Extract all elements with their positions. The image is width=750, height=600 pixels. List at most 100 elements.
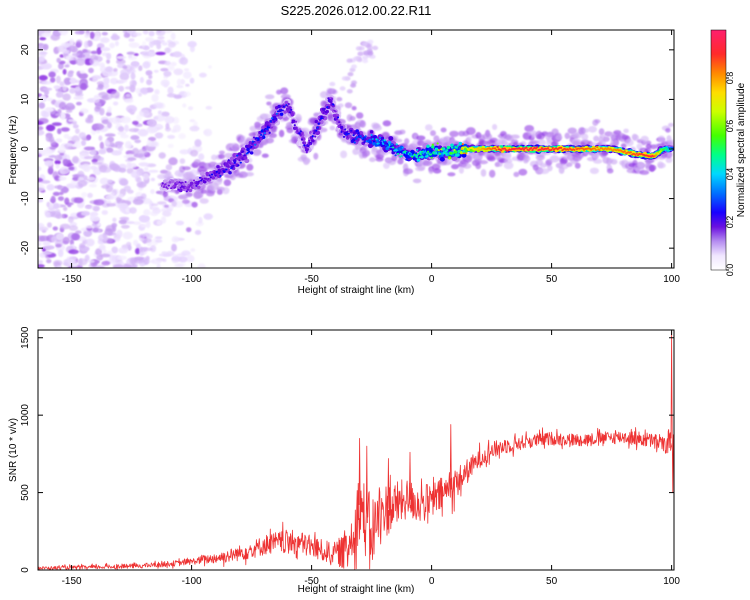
spectrogram-ridge-cell xyxy=(170,179,175,184)
spectrogram-ridge-cell xyxy=(296,129,299,132)
spectrogram-ridge-cell xyxy=(277,104,282,109)
spectrogram-noise-blob xyxy=(125,93,131,98)
spectrogram-noise-blob xyxy=(167,134,176,139)
spectrogram-ridge-cell xyxy=(195,184,198,187)
spectrogram-ridge-cell xyxy=(209,170,213,175)
spectrogram-ridge-halo xyxy=(245,172,254,177)
spectrogram-ridge-cell xyxy=(387,141,392,145)
spectrogram-ridge-cell xyxy=(437,149,440,152)
spectrogram-noise-blob xyxy=(163,30,173,34)
spectrogram-noise-blob xyxy=(176,78,182,86)
spectrogram-ridge-cell xyxy=(314,135,317,138)
spectrogram-ridge-halo xyxy=(440,127,447,133)
spectrogram-noise-blob xyxy=(111,246,119,254)
spectrogram-ridge-cell xyxy=(283,110,288,114)
spectrogram-noise-blob xyxy=(141,198,152,205)
colorbar-tick-label: 0.0 xyxy=(725,264,735,277)
spectrogram-noise-blob xyxy=(160,216,167,224)
spectrogram-ridge-cell xyxy=(244,158,250,164)
spectrogram-ridge-cell xyxy=(364,135,367,138)
spectrogram-noise-blob xyxy=(194,230,202,235)
spectrogram-noise-blob xyxy=(118,126,125,132)
spectrogram-noise-blob xyxy=(151,258,162,265)
spectrogram-noise-blob xyxy=(156,220,163,226)
spectrogram-ridge-cell xyxy=(299,130,302,133)
spectrogram-ridge-cell xyxy=(594,149,598,151)
spectrogram-noise-blob xyxy=(112,254,119,263)
spectrogram-ridge-cell xyxy=(372,140,376,143)
spectrogram-noise-blob xyxy=(43,245,55,250)
spectrogram-noise-blob xyxy=(142,173,150,181)
spectrogram-noise-blob xyxy=(367,39,374,44)
spectrogram-noise-blob xyxy=(106,52,112,60)
spectrogram-noise-blob xyxy=(84,33,91,38)
spectrogram-noise-blob xyxy=(189,125,200,132)
spectrogram-noise-blob xyxy=(38,242,42,247)
spectrogram-noise-blob xyxy=(88,67,94,74)
spectrogram-noise-blob xyxy=(38,44,43,51)
spectrogram-ridge-cell xyxy=(305,151,308,154)
spectrogram-ridge-cell xyxy=(567,148,570,151)
spectrogram-ridge-cell xyxy=(335,118,338,121)
spectrogram-noise-blob xyxy=(73,96,84,100)
spectrogram-ridge-cell xyxy=(210,173,214,176)
spectrogram-ridge-cell xyxy=(184,181,187,183)
spectrogram-ridge-halo xyxy=(594,119,601,124)
spectrogram-ridge-cell xyxy=(304,147,307,149)
spectrogram-noise-blob xyxy=(75,230,82,234)
spectrogram-noise-blob xyxy=(93,199,105,206)
spectrogram-ridge-cell xyxy=(426,144,430,148)
spectrogram-noise-blob xyxy=(166,93,177,98)
spectrogram-ridge-cell xyxy=(448,157,451,160)
spectrogram-ridge-halo xyxy=(403,168,414,175)
spectrogram-ridge-cell xyxy=(208,174,211,177)
spectrogram-ridge-cell xyxy=(439,157,445,162)
spectrogram-noise-blob xyxy=(71,52,81,57)
spectrogram-ridge-cell xyxy=(495,149,498,151)
spectrogram-ridge-cell xyxy=(198,176,202,179)
spectrogram-ridge-halo xyxy=(190,149,199,157)
spectrogram-noise-blob xyxy=(81,163,91,171)
spectrogram-ridge-cell xyxy=(309,143,312,146)
spectrogram-noise-blob xyxy=(153,102,164,109)
spectrogram-noise-blob xyxy=(59,166,70,175)
spectrogram-ridge-halo xyxy=(482,133,493,140)
spectrogram-noise-blob xyxy=(78,132,87,139)
spectrogram-ridge-cell xyxy=(166,187,169,190)
spectrogram-ridge-cell xyxy=(213,172,216,175)
spectrogram-noise-blob xyxy=(122,65,128,70)
spectrogram-ridge-cell xyxy=(188,188,193,193)
spectrogram-noise-blob xyxy=(79,108,89,114)
spectrogram-noise-blob xyxy=(104,66,114,73)
spectrogram-ridge-halo xyxy=(303,158,311,164)
spectrogram-ridge-halo xyxy=(319,91,329,99)
spectrogram-ridge-halo xyxy=(623,128,629,134)
spectrogram-ridge-cell xyxy=(338,132,343,136)
spectrogram-ridge-cell xyxy=(205,171,209,176)
spectrogram-y-tick-label: -20 xyxy=(20,241,31,256)
spectrogram-noise-blob xyxy=(101,95,109,101)
spectrogram-ridge-cell xyxy=(290,108,293,111)
spectrogram-noise-blob xyxy=(155,236,163,240)
spectrogram-noise-blob xyxy=(44,160,54,167)
spectrogram-noise-blob xyxy=(172,51,182,58)
spectrogram-ridge-cell xyxy=(214,174,217,177)
spectrogram-ridge-cell xyxy=(383,139,386,142)
spectrogram-x-tick-label: -150 xyxy=(62,274,82,285)
spectrogram-noise-blob xyxy=(75,42,81,48)
spectrogram-ridge-cell xyxy=(327,97,330,100)
spectrogram-noise-blob xyxy=(142,232,150,238)
spectrogram-noise-blob xyxy=(143,209,151,216)
snr-x-tick-label: 100 xyxy=(663,576,680,587)
spectrogram-x-tick-label: 100 xyxy=(663,274,680,285)
spectrogram-noise-blob xyxy=(84,205,95,210)
spectrogram-noise-blob xyxy=(52,191,61,196)
spectrogram-noise-blob xyxy=(92,95,100,104)
spectrogram-x-tick-label: -50 xyxy=(304,274,319,285)
spectrogram-ridge-halo xyxy=(443,136,452,142)
spectrogram-ridge-cell xyxy=(222,170,226,173)
spectrogram-ridge-cell xyxy=(231,166,234,169)
spectrogram-ridge-halo xyxy=(362,152,368,159)
spectrogram-noise-blob xyxy=(62,93,71,101)
spectrogram-noise-blob xyxy=(70,263,79,268)
